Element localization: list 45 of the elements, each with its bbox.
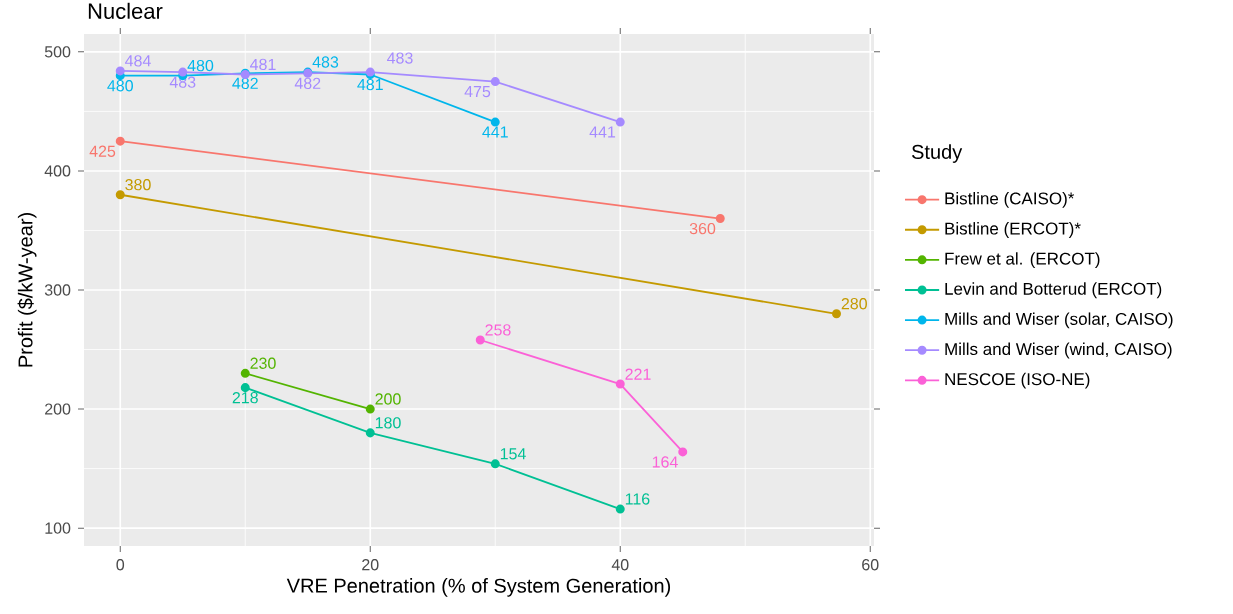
y-tick-label: 500 xyxy=(44,46,71,58)
data-label: 280 xyxy=(841,298,867,310)
data-label: 481 xyxy=(357,78,383,91)
legend-label: Mills and Wiser (wind, CAISO) xyxy=(945,342,1172,359)
legend-label: Bistline (ERCOT)* xyxy=(945,222,1081,238)
data-label: 483 xyxy=(387,52,413,64)
data-label: 481 xyxy=(250,58,276,71)
data-label: 360 xyxy=(689,222,716,235)
data-label: 441 xyxy=(482,126,508,138)
legend-label: Levin and Botterud (ERCOT) xyxy=(945,282,1162,299)
y-axis-title: Profit ($/kW-year) xyxy=(17,213,37,367)
data-label: 380 xyxy=(125,179,151,191)
x-axis-title: VRE Penetration (% of System Generation) xyxy=(286,578,671,597)
legend-title: Study xyxy=(911,144,963,163)
data-label: 480 xyxy=(187,59,214,72)
data-label: 425 xyxy=(89,145,116,157)
x-tick-label: 60 xyxy=(862,559,879,571)
legend-label: Frew et al. (ERCOT) xyxy=(945,252,1100,269)
data-label: 154 xyxy=(500,448,526,460)
legend-label: Bistline (CAISO)* xyxy=(945,191,1075,208)
y-tick-label: 400 xyxy=(44,165,71,177)
data-label: 482 xyxy=(294,77,321,90)
y-tick-label: 300 xyxy=(44,284,71,296)
data-label: 258 xyxy=(485,324,511,336)
data-label: 475 xyxy=(464,86,491,98)
data-label: 484 xyxy=(125,55,151,67)
data-label: 200 xyxy=(375,393,401,405)
data-label: 221 xyxy=(625,368,651,380)
y-tick-label: 100 xyxy=(45,522,71,534)
data-label: 480 xyxy=(107,80,133,92)
x-tick-label: 20 xyxy=(362,559,379,571)
y-tick-label: 200 xyxy=(45,403,71,415)
data-label: 483 xyxy=(312,56,339,68)
data-label: 218 xyxy=(232,392,258,404)
data-label: 180 xyxy=(375,417,401,429)
legend-label: NESCOE (ISO-NE) xyxy=(945,372,1090,389)
chart-title: Nuclear xyxy=(88,2,163,19)
data-label: 441 xyxy=(589,126,616,138)
data-label: 482 xyxy=(232,77,258,90)
data-label: 230 xyxy=(250,357,276,369)
data-label: 116 xyxy=(625,493,650,505)
x-tick-label: 0 xyxy=(116,559,125,571)
data-label: 164 xyxy=(652,456,678,468)
x-tick-label: 40 xyxy=(611,559,629,571)
legend-label: Mills and Wiser (solar, CAISO) xyxy=(945,312,1173,329)
